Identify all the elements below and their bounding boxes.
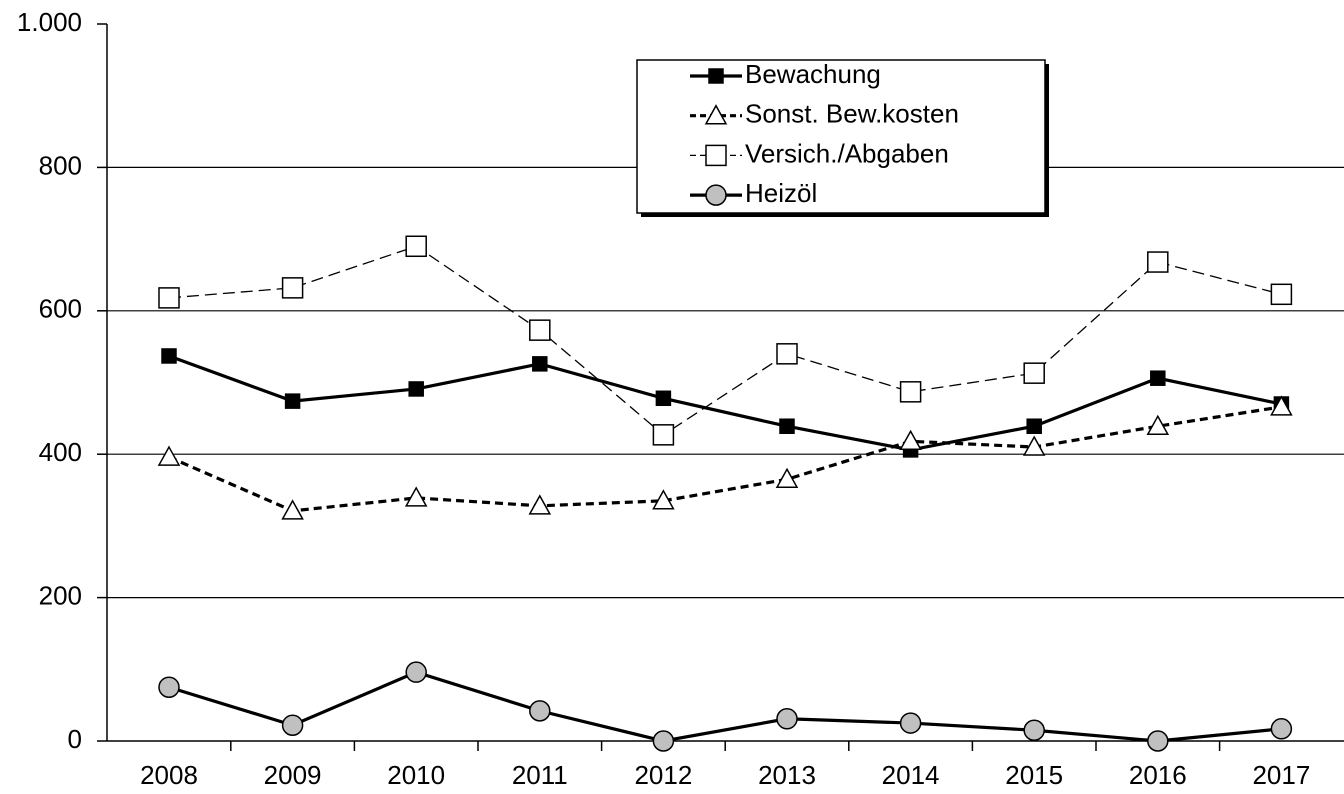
marker — [776, 343, 798, 365]
marker — [652, 730, 675, 752]
marker — [708, 68, 724, 84]
marker — [899, 429, 922, 451]
marker — [705, 144, 727, 167]
x-tick-label: 2015 — [1005, 760, 1063, 790]
x-tick-label: 2008 — [140, 760, 198, 790]
marker — [157, 445, 181, 466]
x-tick-label: 2010 — [387, 760, 445, 790]
marker — [281, 499, 304, 520]
series-line — [168, 405, 1282, 513]
y-tick-label: 200 — [39, 580, 82, 610]
y-tick-label: 400 — [39, 437, 82, 467]
legend-label: Sonst. Bew.kosten — [745, 99, 959, 129]
marker — [1270, 395, 1293, 416]
marker — [1147, 730, 1169, 752]
y-tick-label: 800 — [39, 150, 82, 180]
marker — [655, 390, 672, 407]
y-tick-label: 600 — [39, 294, 82, 324]
marker — [652, 424, 675, 446]
legend-label: Heizöl — [745, 178, 817, 208]
y-tick-label: 0 — [68, 724, 82, 754]
x-tick-label: 2011 — [512, 760, 568, 790]
marker — [1146, 414, 1170, 435]
marker — [529, 700, 551, 722]
marker — [405, 661, 427, 683]
x-tick-label: 2017 — [1252, 760, 1310, 790]
marker — [405, 235, 427, 258]
marker — [281, 714, 304, 736]
marker — [1270, 283, 1293, 306]
marker — [779, 418, 795, 434]
x-tick-label: 2009 — [264, 760, 322, 790]
marker — [529, 319, 551, 341]
series-line — [168, 670, 1282, 743]
marker — [161, 348, 177, 364]
marker — [528, 494, 552, 515]
marker — [281, 277, 304, 299]
marker — [1023, 719, 1045, 741]
x-tick-label: 2016 — [1129, 760, 1187, 790]
marker — [704, 104, 728, 125]
legend: Bewachung Sonst. Bew.kosten Versich./Abgab… — [636, 59, 1049, 217]
marker — [652, 489, 675, 510]
marker — [404, 486, 428, 507]
marker — [284, 393, 301, 409]
x-tick-label: 2013 — [758, 760, 816, 790]
marker — [532, 356, 548, 372]
y-tick-label: 1.000 — [17, 7, 82, 37]
marker — [1023, 362, 1045, 384]
series-line — [168, 245, 1282, 436]
marker — [705, 184, 727, 206]
x-tick-label: 2012 — [634, 760, 692, 790]
legend-box — [636, 59, 1046, 214]
x-tick-label: 2014 — [882, 760, 940, 790]
marker — [776, 708, 798, 730]
marker — [1150, 370, 1166, 386]
series-line — [168, 354, 1282, 452]
marker — [899, 712, 922, 734]
marker — [1026, 418, 1042, 434]
marker — [158, 676, 180, 698]
legend-label: Versich./Abgaben — [745, 138, 949, 168]
marker — [1147, 251, 1169, 273]
marker — [158, 287, 180, 309]
marker — [1270, 718, 1293, 740]
marker — [899, 381, 922, 403]
marker — [408, 381, 424, 397]
marker — [775, 467, 799, 489]
legend-label: Bewachung — [745, 59, 881, 89]
marker — [1022, 435, 1046, 456]
